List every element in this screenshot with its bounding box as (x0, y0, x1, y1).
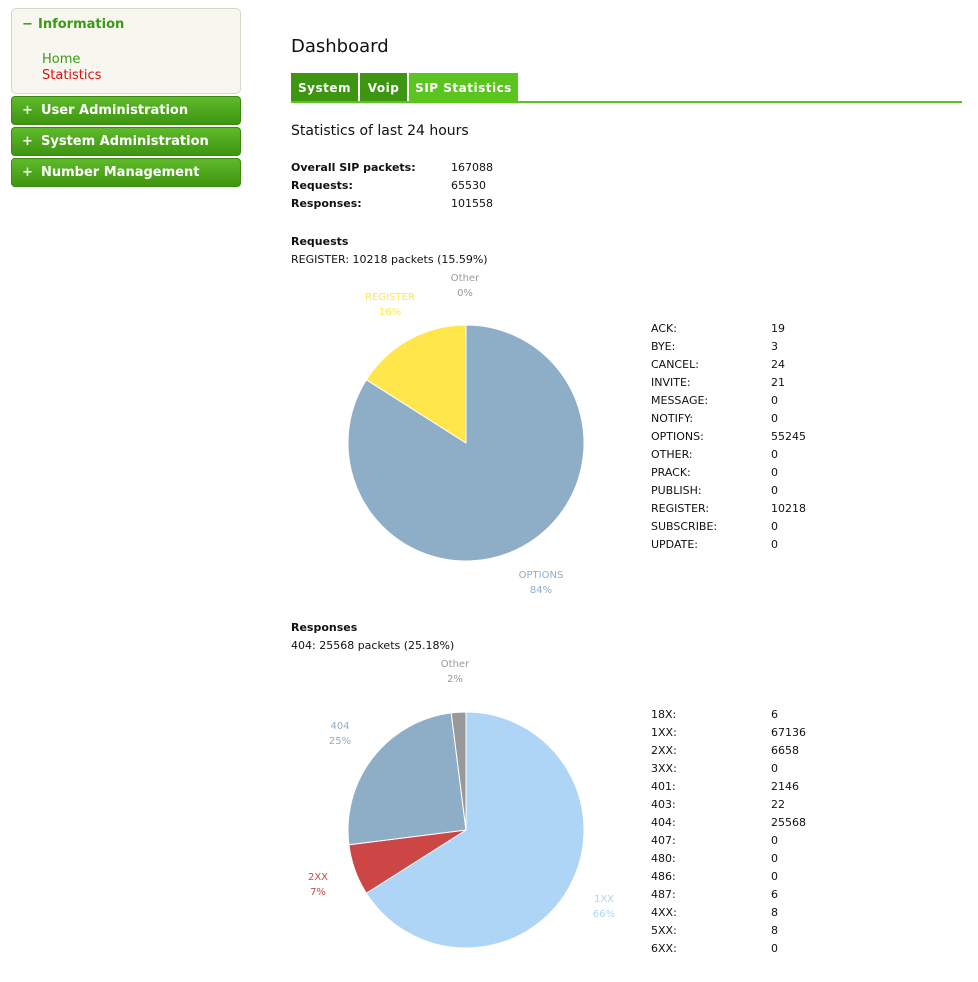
stat-label: 18X: (651, 708, 677, 721)
information-panel: − Information Home Statistics (11, 8, 241, 94)
sidebar: − Information Home Statistics + User Admin… (11, 8, 241, 187)
pie-label-other: Other 0% (450, 273, 480, 299)
requests-title: Requests (291, 235, 349, 248)
stat-label: CANCEL: (651, 358, 699, 371)
summary-value: 101558 (451, 197, 493, 210)
number-management-button[interactable]: + Number Management (11, 158, 241, 187)
tab-sip-statistics[interactable]: SIP Statistics (409, 73, 518, 102)
stat-label: SUBSCRIBE: (651, 520, 718, 533)
stat-label: 480: (651, 852, 676, 865)
stat-value: 0 (771, 762, 778, 775)
stat-label: 6XX: (651, 942, 677, 955)
summary-label: Responses: (291, 197, 362, 210)
tab-system[interactable]: System (291, 73, 358, 102)
stat-label: 487: (651, 888, 676, 901)
stat-label: BYE: (651, 340, 676, 353)
pie-label-404: 404 25% (328, 721, 352, 747)
summary-value: 167088 (451, 161, 493, 174)
menu-label: Number Management (41, 165, 200, 180)
stat-label: PRACK: (651, 466, 691, 479)
page-title: Dashboard (291, 36, 389, 57)
menu-label: User Administration (41, 103, 189, 118)
stat-value: 0 (771, 466, 778, 479)
pie-label-register: REGISTER 16% (365, 292, 415, 318)
pie-slice-register (365, 324, 467, 444)
summary-label: Requests: (291, 179, 353, 192)
stat-value: 0 (771, 412, 778, 425)
stat-label: INVITE: (651, 376, 691, 389)
stat-label: 407: (651, 834, 676, 847)
statistics-link[interactable]: Statistics (42, 68, 102, 83)
stat-value: 6 (771, 708, 778, 721)
stat-value: 3 (771, 340, 778, 353)
summary-value: 65530 (451, 179, 486, 192)
pie-slice-other (450, 711, 467, 831)
pie-label-2xx: 2XX 7% (307, 872, 329, 898)
stat-label: 2XX: (651, 744, 677, 757)
stat-label: OTHER: (651, 448, 693, 461)
requests-note: REGISTER: 10218 packets (15.59%) (291, 253, 488, 266)
stat-value: 6658 (771, 744, 799, 757)
information-toggle[interactable]: − Information (22, 17, 124, 32)
stat-value: 22 (771, 798, 785, 811)
collapse-icon: − (22, 17, 33, 32)
stat-value: 2146 (771, 780, 799, 793)
stat-value: 0 (771, 484, 778, 497)
pie-label-other: Other 2% (440, 659, 470, 685)
stat-value: 0 (771, 520, 778, 533)
stat-value: 55245 (771, 430, 806, 443)
stat-value: 67136 (771, 726, 806, 739)
pie-slice-1xx (365, 711, 585, 949)
stat-label: 5XX: (651, 924, 677, 937)
stat-value: 0 (771, 852, 778, 865)
stat-label: REGISTER: (651, 502, 710, 515)
expand-icon: + (22, 165, 33, 180)
tab-underline (291, 101, 962, 103)
stat-value: 0 (771, 870, 778, 883)
stat-label: 486: (651, 870, 676, 883)
home-link[interactable]: Home (42, 52, 81, 67)
stat-value: 24 (771, 358, 785, 371)
expand-icon: + (22, 134, 33, 149)
stat-label: 3XX: (651, 762, 677, 775)
stat-label: PUBLISH: (651, 484, 702, 497)
stat-value: 8 (771, 906, 778, 919)
stat-value: 0 (771, 448, 778, 461)
responses-pie-chart (347, 711, 585, 949)
stat-label: NOTIFY: (651, 412, 694, 425)
stat-value: 6 (771, 888, 778, 901)
pie-label-1xx: 1XX 66% (592, 894, 616, 920)
stat-value: 0 (771, 834, 778, 847)
stat-label: MESSAGE: (651, 394, 709, 407)
stat-value: 10218 (771, 502, 806, 515)
pie-label-options: OPTIONS 84% (518, 570, 564, 596)
stat-label: 401: (651, 780, 676, 793)
stat-label: ACK: (651, 322, 677, 335)
stat-value: 8 (771, 924, 778, 937)
stat-label: 403: (651, 798, 676, 811)
summary-label: Overall SIP packets: (291, 161, 416, 174)
stat-label: UPDATE: (651, 538, 699, 551)
stats-subtitle: Statistics of last 24 hours (291, 123, 469, 139)
responses-note: 404: 25568 packets (25.18%) (291, 639, 455, 652)
stat-value: 19 (771, 322, 785, 335)
stat-label: OPTIONS: (651, 430, 704, 443)
pie-slice-404 (347, 712, 467, 846)
stat-value: 25568 (771, 816, 806, 829)
tab-voip[interactable]: Voip (360, 73, 407, 102)
expand-icon: + (22, 103, 33, 118)
information-label: Information (38, 17, 125, 32)
stat-value: 21 (771, 376, 785, 389)
menu-label: System Administration (41, 134, 209, 149)
stat-value: 0 (771, 538, 778, 551)
user-administration-button[interactable]: + User Administration (11, 96, 241, 125)
stat-value: 0 (771, 394, 778, 407)
stat-label: 404: (651, 816, 676, 829)
requests-pie-chart (347, 324, 585, 562)
stat-label: 4XX: (651, 906, 677, 919)
system-administration-button[interactable]: + System Administration (11, 127, 241, 156)
stat-value: 0 (771, 942, 778, 955)
stat-label: 1XX: (651, 726, 677, 739)
responses-title: Responses (291, 621, 358, 634)
